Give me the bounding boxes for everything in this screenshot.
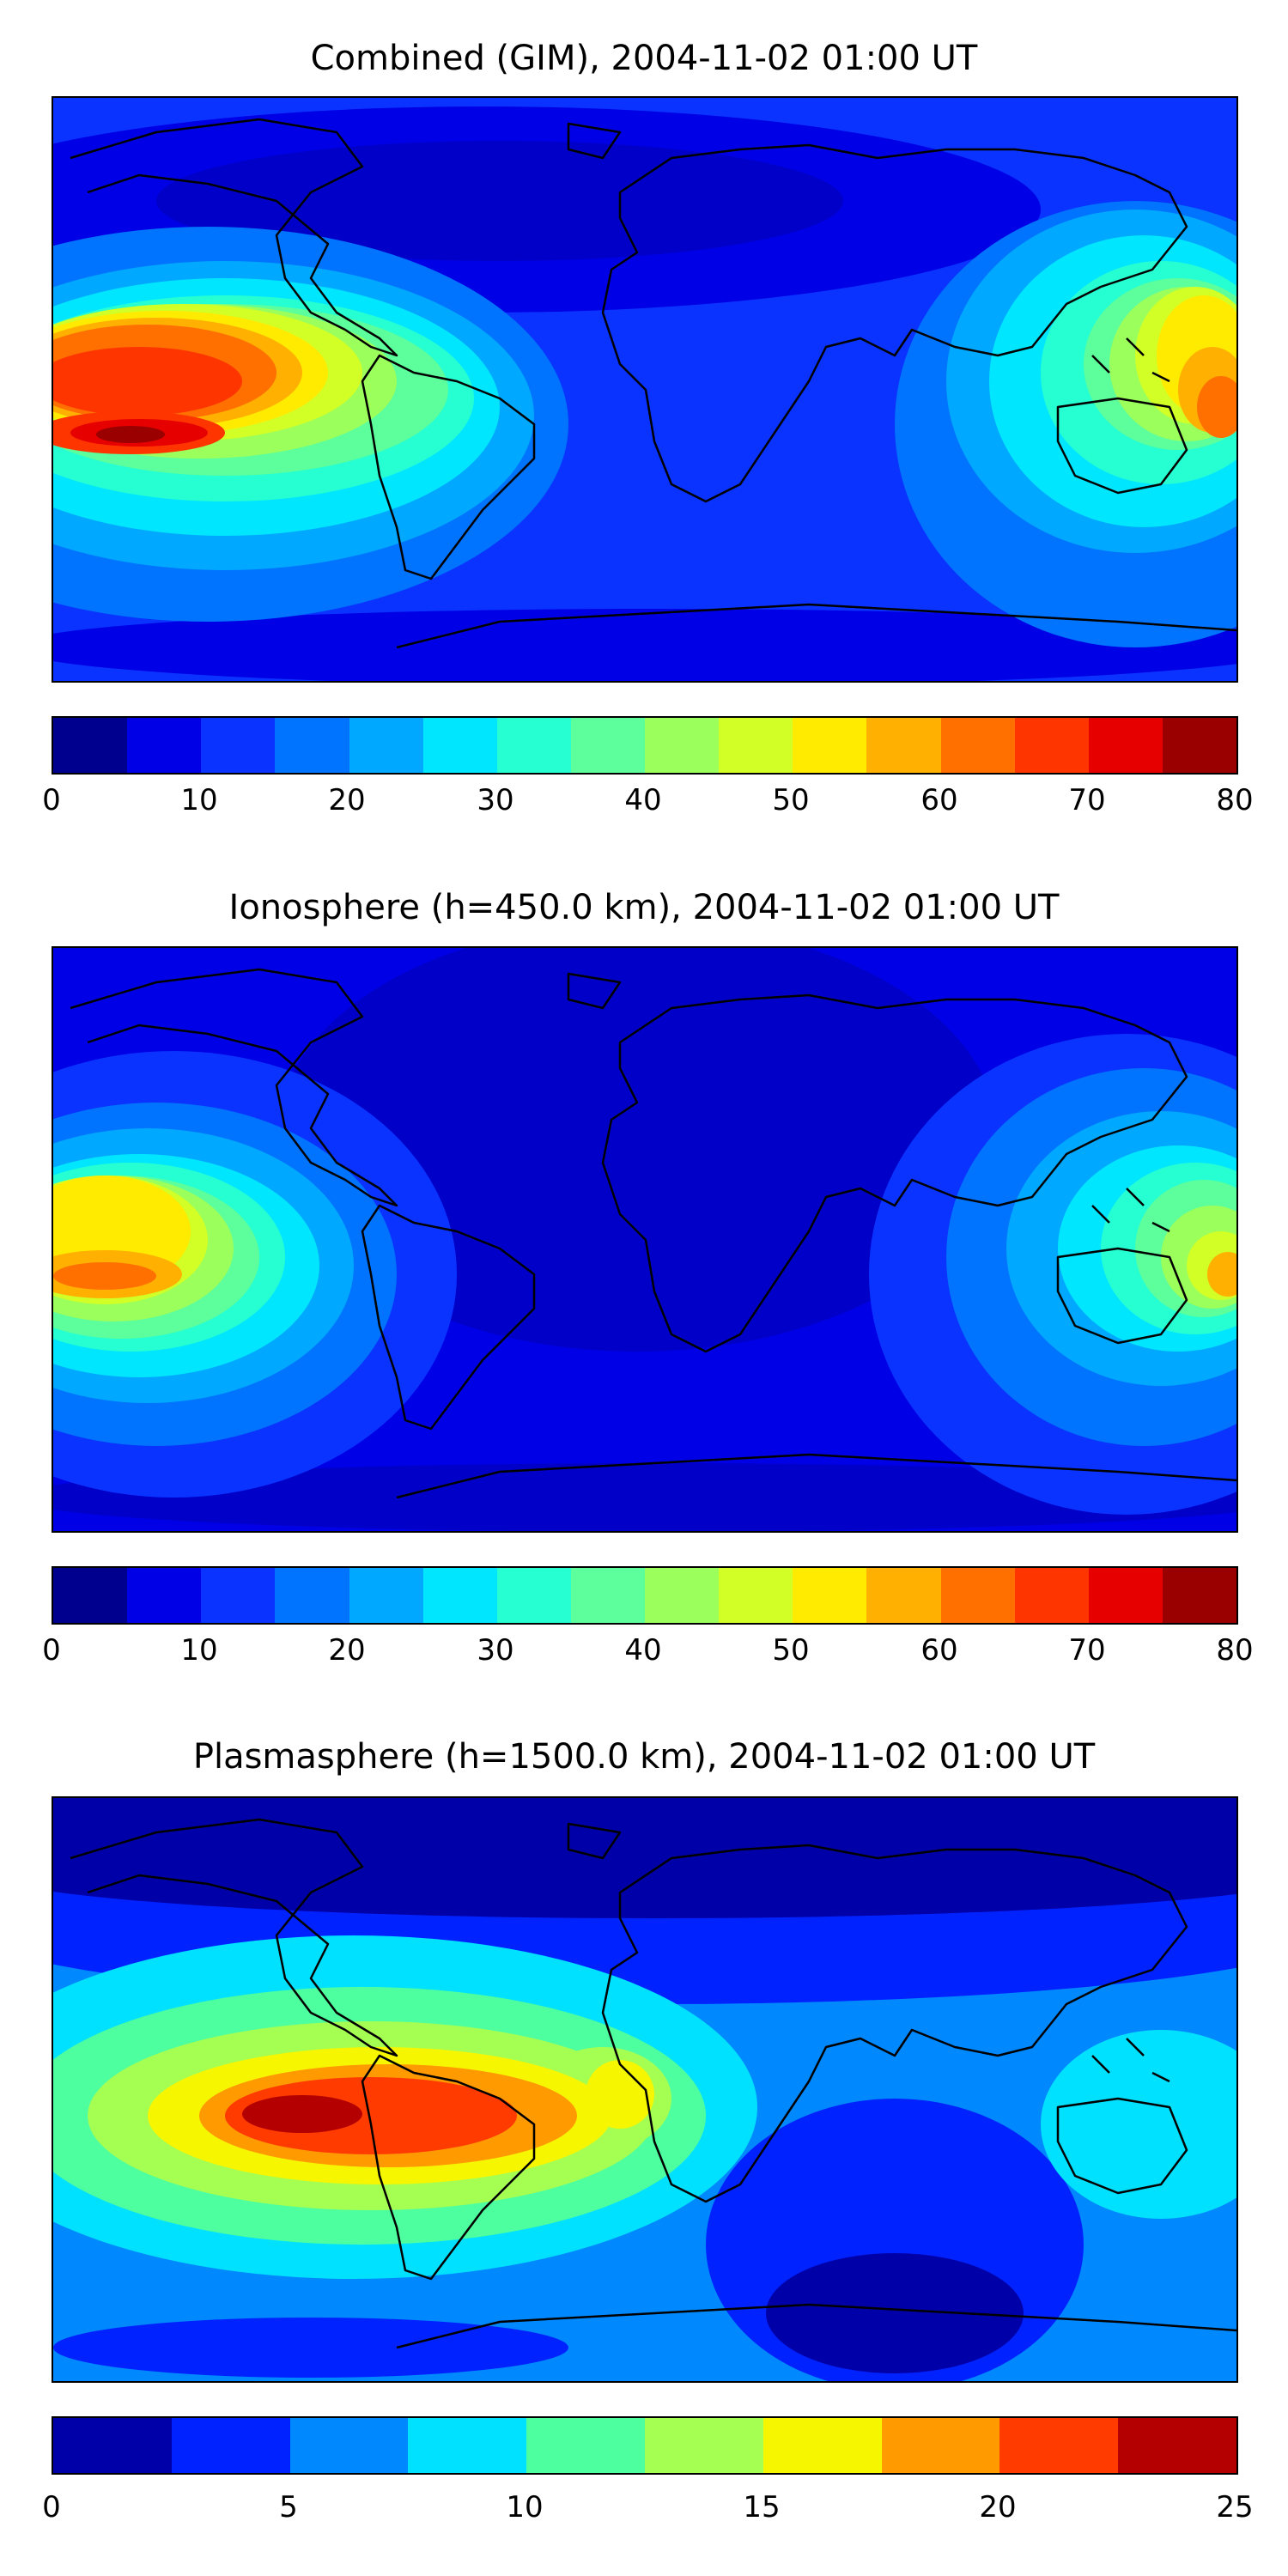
colorbar-tick-label: 0 — [42, 2490, 61, 2524]
colorbar-segment — [1088, 1568, 1163, 1623]
colorbar-segment — [201, 718, 276, 773]
colorbar-tick-label: 80 — [1216, 783, 1254, 817]
colorbar-segment — [349, 1568, 423, 1623]
colorbar-tick-label: 40 — [624, 783, 662, 817]
plasmasphere-tec-contours — [53, 1798, 1236, 2381]
combined-tec-map — [52, 96, 1238, 683]
colorbar-tick-label: 20 — [979, 2490, 1017, 2524]
colorbar-segment — [762, 2418, 882, 2473]
colorbar-tick-label: 20 — [328, 783, 366, 817]
colorbar-tick-label: 70 — [1068, 783, 1106, 817]
colorbar-segment — [127, 718, 202, 773]
colorbar-segment — [999, 2418, 1119, 2473]
colorbar-segment — [171, 2418, 290, 2473]
colorbar-tick-label: 60 — [920, 783, 958, 817]
colorbar-segment — [940, 718, 1015, 773]
colorbar-segment — [275, 1568, 349, 1623]
ionosphere-tec-map — [52, 946, 1238, 1533]
plasmasphere-tec-map — [52, 1796, 1238, 2383]
colorbar-segment — [53, 718, 128, 773]
colorbar-segment — [422, 1568, 497, 1623]
colorbar-segment — [719, 1568, 793, 1623]
combined-colorbar — [52, 716, 1238, 775]
colorbar-segment — [644, 2418, 763, 2473]
map-title-plasmasphere: Plasmasphere (h=1500.0 km), 2004-11-02 0… — [192, 1737, 1096, 1777]
colorbar-segment — [127, 1568, 202, 1623]
ionosphere-colorbar — [52, 1566, 1238, 1625]
combined-tec-contours — [53, 98, 1236, 681]
colorbar-tick-label: 70 — [1068, 1633, 1106, 1668]
colorbar-segment — [719, 718, 793, 773]
plasmasphere-colorbar — [52, 2416, 1238, 2475]
colorbar-segment — [570, 1568, 645, 1623]
colorbar-segment — [645, 1568, 720, 1623]
colorbar-segment — [793, 1568, 867, 1623]
colorbar-tick-label: 5 — [279, 2490, 298, 2524]
colorbar-segment — [793, 718, 867, 773]
colorbar-segment — [496, 718, 571, 773]
colorbar-tick-label: 25 — [1216, 2490, 1254, 2524]
colorbar-tick-label: 60 — [920, 1633, 958, 1668]
colorbar-segment — [570, 718, 645, 773]
colorbar-segment — [1014, 718, 1089, 773]
colorbar-tick-label: 10 — [506, 2490, 544, 2524]
colorbar-segment — [349, 718, 423, 773]
colorbar-tick-label: 30 — [477, 1633, 514, 1668]
colorbar-segment — [201, 1568, 276, 1623]
colorbar-tick-label: 30 — [477, 783, 514, 817]
colorbar-segment — [1162, 1568, 1236, 1623]
colorbar-tick-label: 0 — [42, 1633, 61, 1668]
colorbar-segment — [1118, 2418, 1236, 2473]
colorbar-segment — [1088, 718, 1163, 773]
colorbar-segment — [53, 2418, 172, 2473]
colorbar-segment — [866, 1568, 941, 1623]
colorbar-tick-label: 40 — [624, 1633, 662, 1668]
colorbar-segment — [53, 1568, 128, 1623]
colorbar-segment — [1014, 1568, 1089, 1623]
colorbar-tick-label: 50 — [772, 783, 810, 817]
map-title-combined: Combined (GIM), 2004-11-02 01:00 UT — [310, 39, 978, 78]
colorbar-segment — [881, 2418, 1000, 2473]
colorbar-tick-label: 15 — [743, 2490, 781, 2524]
colorbar-segment — [289, 2418, 409, 2473]
colorbar-tick-label: 0 — [42, 783, 61, 817]
colorbar-segment — [275, 718, 349, 773]
colorbar-segment — [866, 718, 941, 773]
colorbar-tick-label: 80 — [1216, 1633, 1254, 1668]
colorbar-segment — [645, 718, 720, 773]
colorbar-segment — [1162, 718, 1236, 773]
colorbar-tick-label: 50 — [772, 1633, 810, 1668]
colorbar-segment — [526, 2418, 645, 2473]
colorbar-tick-label: 10 — [180, 783, 218, 817]
colorbar-segment — [422, 718, 497, 773]
map-title-ionosphere: Ionosphere (h=450.0 km), 2004-11-02 01:0… — [228, 888, 1060, 927]
colorbar-tick-label: 10 — [180, 1633, 218, 1668]
colorbar-segment — [408, 2418, 527, 2473]
colorbar-segment — [940, 1568, 1015, 1623]
ionosphere-tec-contours — [53, 948, 1236, 1531]
colorbar-tick-label: 20 — [328, 1633, 366, 1668]
colorbar-segment — [496, 1568, 571, 1623]
